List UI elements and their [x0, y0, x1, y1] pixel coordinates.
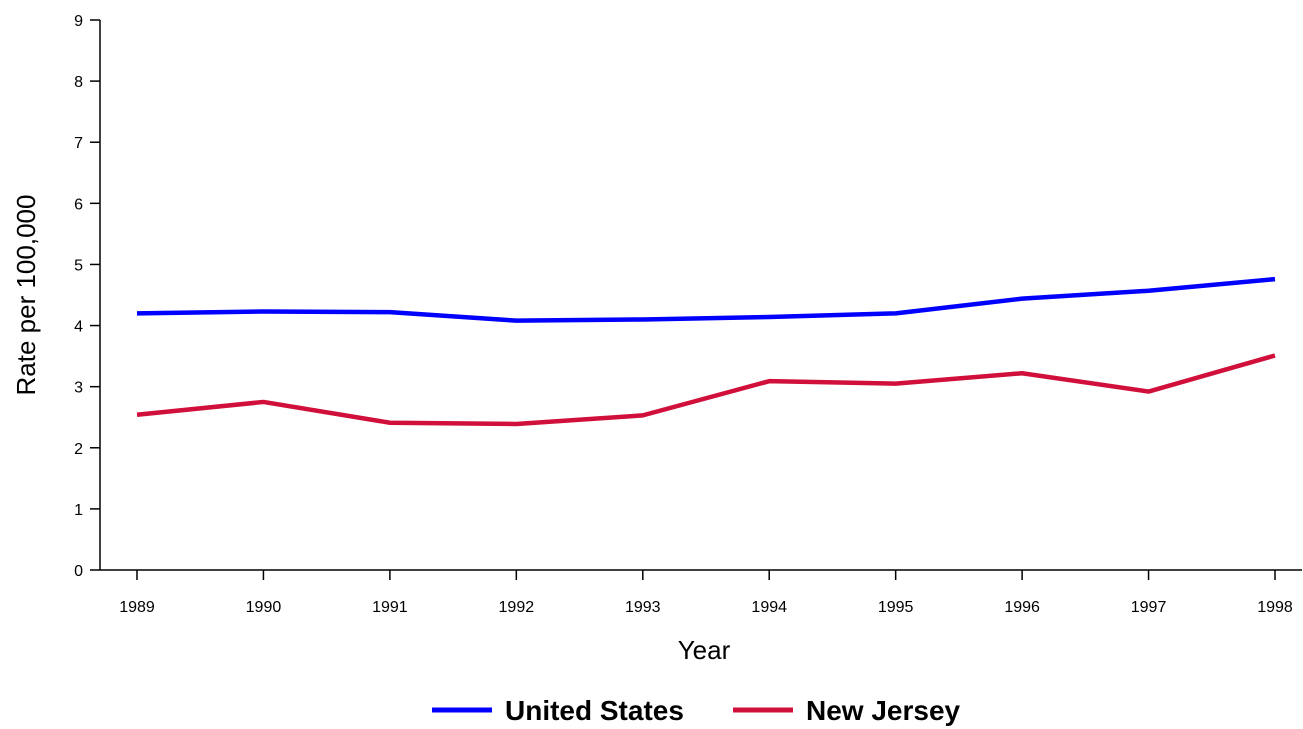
y-tick-label: 6	[74, 196, 83, 213]
y-tick-label: 8	[74, 74, 83, 91]
y-ticks: 0 1 2 3 4 5 6 7 8 9	[74, 13, 100, 580]
legend-label: United States	[505, 695, 684, 726]
x-tick-label: 1995	[878, 599, 914, 616]
x-tick-label: 1990	[246, 599, 282, 616]
y-tick-label: 4	[74, 319, 83, 336]
x-tick-label: 1997	[1131, 599, 1167, 616]
legend: United States New Jersey	[432, 695, 961, 726]
y-tick-label: 9	[74, 13, 83, 30]
y-axis-title: Rate per 100,000	[11, 195, 41, 396]
axes	[99, 20, 1302, 571]
legend-label: New Jersey	[806, 695, 961, 726]
y-tick-label: 1	[74, 502, 83, 519]
series-line-new-jersey	[136, 353, 1276, 427]
y-tick-label: 7	[74, 135, 83, 152]
y-tick-label: 3	[74, 380, 83, 397]
x-tick-label: 1992	[499, 599, 535, 616]
x-tick-label: 1996	[1004, 599, 1040, 616]
x-ticks: 1989 1990 1991 1992 1993 1994 1995 1996 1997 1998	[119, 570, 1293, 616]
x-tick-label: 1991	[372, 599, 408, 616]
y-tick-label: 5	[74, 257, 83, 274]
x-tick-label: 1994	[751, 599, 787, 616]
series-line-united-states	[136, 276, 1276, 323]
y-tick-label: 0	[74, 563, 83, 580]
x-tick-label: 1993	[625, 599, 661, 616]
series-lines	[136, 276, 1276, 427]
x-axis-title: Year	[678, 635, 731, 665]
x-tick-label: 1989	[119, 599, 155, 616]
x-tick-label: 1998	[1257, 599, 1293, 616]
y-tick-label: 2	[74, 441, 83, 458]
